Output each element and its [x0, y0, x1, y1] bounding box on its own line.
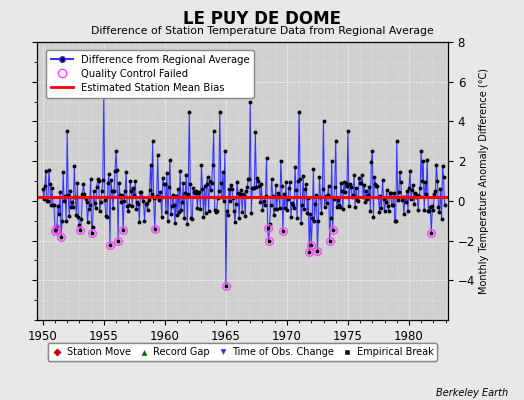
- Y-axis label: Monthly Temperature Anomaly Difference (°C): Monthly Temperature Anomaly Difference (…: [479, 68, 489, 294]
- Text: Berkeley Earth: Berkeley Earth: [436, 388, 508, 398]
- Text: Difference of Station Temperature Data from Regional Average: Difference of Station Temperature Data f…: [91, 26, 433, 36]
- Legend: Station Move, Record Gap, Time of Obs. Change, Empirical Break: Station Move, Record Gap, Time of Obs. C…: [48, 343, 437, 361]
- Text: LE PUY DE DOME: LE PUY DE DOME: [183, 10, 341, 28]
